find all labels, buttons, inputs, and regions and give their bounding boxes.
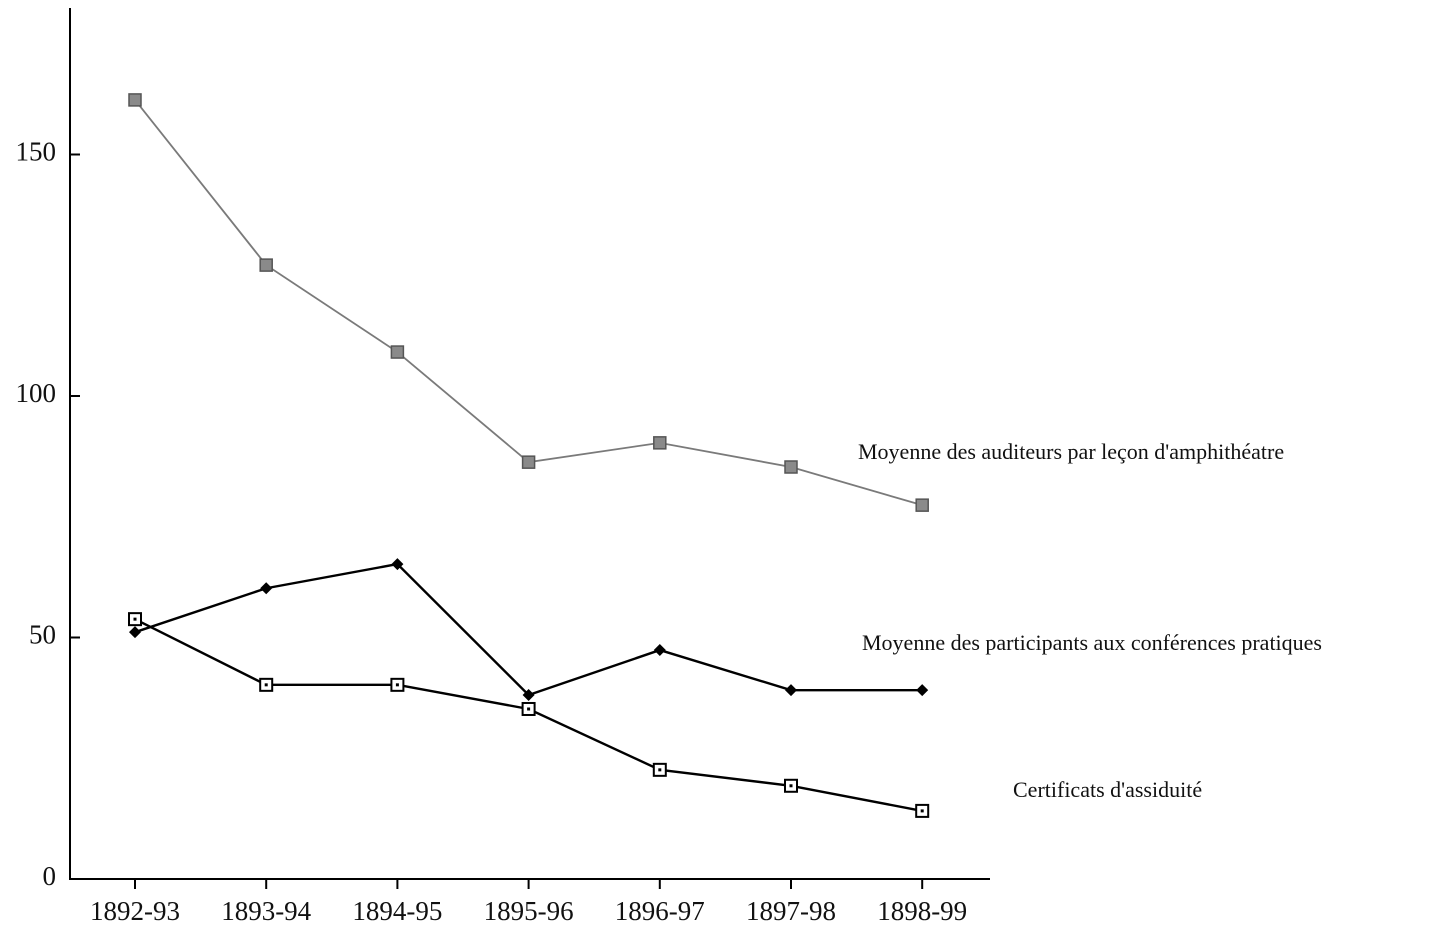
y-tick-label: 50	[29, 620, 56, 650]
point	[522, 688, 535, 701]
x-tick-label: 1893-94	[221, 896, 311, 926]
point	[390, 345, 405, 359]
point-dot	[789, 784, 793, 788]
point	[129, 626, 141, 639]
series-label: Certificats d'assiduité	[1013, 777, 1202, 802]
series-line	[134, 99, 923, 507]
point-dot	[264, 683, 268, 687]
x-tick-label: 1892-93	[90, 896, 180, 926]
point	[916, 684, 929, 697]
point	[259, 258, 273, 272]
x-tick-label: 1895-96	[484, 896, 574, 926]
x-tick-label: 1897-98	[746, 896, 836, 926]
series-line	[134, 562, 923, 697]
x-tick-label: 1896-97	[615, 896, 705, 926]
series-label: Moyenne des participants aux conférences…	[862, 630, 1322, 655]
point	[391, 558, 404, 571]
point	[260, 582, 273, 595]
series-label: Moyenne des auditeurs par leçon d'amphit…	[858, 439, 1284, 464]
point-dot	[920, 809, 924, 813]
x-tick-label: 1894-95	[352, 896, 442, 926]
point	[784, 460, 798, 474]
point-dot	[658, 768, 662, 772]
y-tick-label: 150	[16, 137, 57, 167]
y-tick-label: 0	[43, 861, 57, 891]
point	[653, 644, 666, 657]
point	[785, 684, 797, 697]
point-dot	[395, 683, 399, 687]
point	[915, 498, 929, 512]
point-dot	[133, 617, 137, 621]
point	[653, 436, 667, 450]
y-tick-label: 100	[16, 378, 57, 408]
point	[521, 455, 536, 469]
x-tick-label: 1898-99	[877, 896, 967, 926]
point-dot	[527, 707, 531, 711]
point	[128, 93, 142, 107]
